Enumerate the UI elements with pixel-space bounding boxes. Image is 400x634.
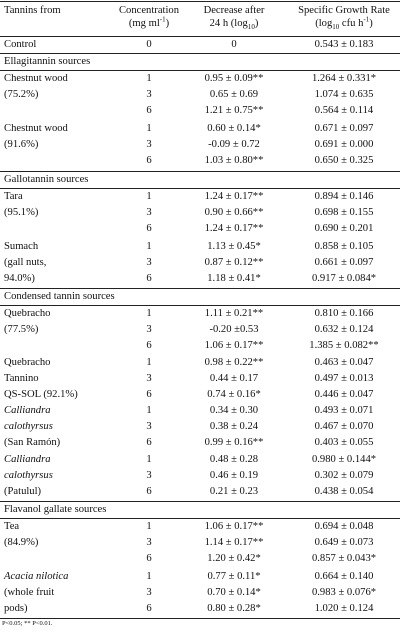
section-rule	[0, 171, 400, 172]
header-tannins: Tannins from	[4, 5, 61, 16]
table-row: 94.0%) 6 1.18 ± 0.41* 0.917 ± 0.084*	[4, 273, 377, 284]
table-row: calothyrsus 3 0.38 ± 0.24 0.467 ± 0.070	[4, 421, 374, 432]
header-rule	[0, 36, 400, 37]
table-row: pods) 6 0.80 ± 0.28* 1.020 ± 0.124	[4, 603, 374, 614]
table-row: (Patulul) 6 0.21 ± 0.23 0.438 ± 0.054	[4, 486, 374, 497]
section-title: Flavanol gallate sources	[4, 504, 107, 515]
table-row: calothyrsus 3 0.46 ± 0.19 0.302 ± 0.079	[4, 470, 374, 481]
table-row: 6 1.21 ± 0.75** 0.564 ± 0.114	[146, 105, 374, 116]
section-title: Condensed tannin sources	[4, 291, 115, 302]
table-row: 6 1.06 ± 0.17** 1.385 ± 0.082**	[146, 340, 379, 351]
table-row: QS-SOL (92.1%) 6 0.74 ± 0.16* 0.446 ± 0.047	[4, 389, 374, 400]
table-row: Calliandra 1 0.48 ± 0.28 0.980 ± 0.144*	[4, 454, 377, 465]
table-row: Chestnut wood 1 0.60 ± 0.14* 0.671 ± 0.097	[4, 123, 374, 134]
section-rule	[0, 70, 400, 71]
table-row: Tannino 3 0.44 ± 0.17 0.497 ± 0.013	[4, 373, 374, 384]
table-row: (91.6%) 3 -0.09 ± 0.72 0.691 ± 0.000	[4, 139, 374, 150]
section-rule	[0, 518, 400, 519]
table-row: Acacia nilotica 1 0.77 ± 0.11* 0.664 ± 0.14…	[4, 571, 374, 582]
section-rule	[0, 288, 400, 289]
table-row: 6 1.24 ± 0.17** 0.690 ± 0.201	[146, 223, 374, 234]
section-rule	[0, 305, 400, 306]
table-row: (San Ramón) 6 0.99 ± 0.16** 0.403 ± 0.055	[4, 437, 374, 448]
footnote: P<0.05; ** P<0.01.	[2, 620, 53, 627]
table-row: Tara 1 1.24 ± 0.17** 0.894 ± 0.146	[4, 191, 374, 202]
table-row: 6 1.20 ± 0.42* 0.857 ± 0.043*	[146, 553, 377, 564]
header-growth-rate: Specific Growth Rate (log10 cfu h-1)	[298, 5, 390, 32]
section-title: Ellagitannin sources	[4, 56, 91, 67]
section-rule	[0, 188, 400, 189]
table-row: Quebracho 1 1.11 ± 0.21** 0.810 ± 0.166	[4, 308, 374, 319]
table-row: (gall nuts, 3 0.87 ± 0.12** 0.661 ± 0.097	[4, 257, 374, 268]
table-row: Calliandra 1 0.34 ± 0.30 0.493 ± 0.071	[4, 405, 374, 416]
table-row: (84.9%) 3 1.14 ± 0.17** 0.649 ± 0.073	[4, 537, 374, 548]
table-row: Chestnut wood 1 0.95 ± 0.09** 1.264 ± 0.331…	[4, 73, 377, 84]
table-row: (75.2%) 3 0.65 ± 0.69 1.074 ± 0.635	[4, 89, 374, 100]
section-rule	[0, 53, 400, 54]
table-row: Tea 1 1.06 ± 0.17** 0.694 ± 0.048	[4, 521, 374, 532]
table-row: Control 0 0 0.543 ± 0.183	[4, 39, 374, 50]
header-decrease: Decrease after 24 h (log10)	[203, 5, 265, 32]
bottom-rule	[0, 618, 400, 619]
section-rule	[0, 501, 400, 502]
table-row: (95.1%) 3 0.90 ± 0.66** 0.698 ± 0.155	[4, 207, 374, 218]
table-row: Sumach 1 1.13 ± 0.45* 0.858 ± 0.105	[4, 241, 374, 252]
header-concentration: Concentration (mg ml-1)	[118, 5, 179, 29]
section-title: Gallotannin sources	[4, 174, 89, 185]
table-row: 6 1.03 ± 0.80** 0.650 ± 0.325	[146, 155, 374, 166]
table-row: (whole fruit 3 0.70 ± 0.14* 0.983 ± 0.076*	[4, 587, 377, 598]
top-rule	[0, 1, 400, 2]
table-row: Quebracho 1 0.98 ± 0.22** 0.463 ± 0.047	[4, 357, 374, 368]
table-row: (77.5%) 3 -0.20 ±0.53 0.632 ± 0.124	[4, 324, 374, 335]
